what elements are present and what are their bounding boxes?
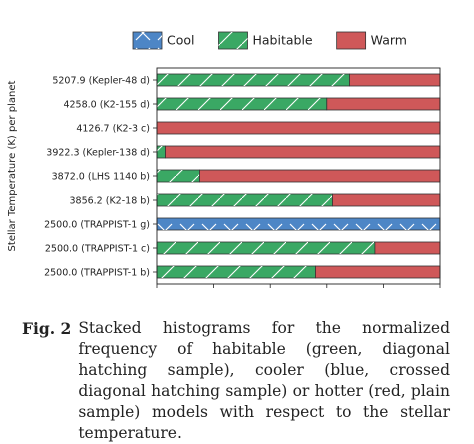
bar-warm-4258-0-k2-155-d <box>326 97 441 111</box>
legend-item-cool: Cool <box>132 31 195 50</box>
plot-frame <box>156 67 441 285</box>
legend-swatch-hatch <box>133 32 162 49</box>
bar-hatch-habitable-3922-3-kepler-138-d <box>157 146 166 158</box>
legend-item-habitable: Habitable <box>218 31 313 50</box>
legend-label: Warm <box>371 33 407 48</box>
y-axis-label: Stellar Temperature (K) per planet <box>7 80 18 251</box>
bar-hatch-habitable-3856-2-k2-18-b <box>157 194 333 206</box>
legend-swatch <box>336 31 367 50</box>
bar-warm-3872-0-lhs-1140-b <box>199 169 441 183</box>
axes: 5207.9 (Kepler-48 d) 4258.0 (K2-155 d) 412… <box>44 67 441 288</box>
y-tick-label: 4258.0 (K2-155 d) <box>63 100 150 111</box>
chart-legend: Cool Habitable Warm <box>132 31 407 50</box>
bar-warm-2500-0-trappist-1-b <box>315 265 441 279</box>
bar-warm-3856-2-k2-18-b <box>332 193 441 207</box>
y-tick-label: 5207.9 (Kepler-48 d) <box>52 76 150 87</box>
caption-label: Fig. 2 <box>22 319 72 338</box>
legend-swatch-hatch <box>218 32 248 49</box>
y-tick-label: 3856.2 (K2-18 b) <box>69 196 150 207</box>
y-tick-label: 3922.3 (Kepler-138 d) <box>46 148 150 159</box>
legend-label: Cool <box>167 33 195 48</box>
figure-caption: Fig. 2 Stacked histograms for the normal… <box>22 318 450 444</box>
y-tick-label: 2500.0 (TRAPPIST-1 c) <box>45 244 150 255</box>
legend-item-warm: Warm <box>336 31 407 50</box>
bar-hatch-habitable-3872-0-lhs-1140-b <box>157 170 200 182</box>
y-tick-label: 2500.0 (TRAPPIST-1 b) <box>44 268 150 279</box>
bar-hatch-habitable-4258-0-k2-155-d <box>157 98 327 110</box>
bar-warm-5207-9-kepler-48-d <box>349 73 441 87</box>
bar-hatch-cool-2500-0-trappist-1-g <box>157 218 440 230</box>
bar-hatch-habitable-5207-9-kepler-48-d <box>157 74 350 86</box>
y-tick-label: 3872.0 (LHS 1140 b) <box>52 172 150 183</box>
caption-text: Stacked histograms for the normalized fr… <box>78 319 450 442</box>
y-tick-label: 2500.0 (TRAPPIST-1 g) <box>44 220 150 231</box>
bar-warm-2500-0-trappist-1-c <box>374 241 441 255</box>
bar-hatch-habitable-2500-0-trappist-1-c <box>157 242 375 254</box>
legend-label: Habitable <box>253 33 313 48</box>
stacked-bar-chart: Cool Habitable Warm 5207.9 (Kepler-48 d) 42… <box>7 31 441 288</box>
plot-area <box>156 73 441 279</box>
y-tick-label: 4126.7 (K2-3 c) <box>76 124 150 135</box>
bar-warm-3922-3-kepler-138-d <box>165 145 441 159</box>
bar-hatch-habitable-2500-0-trappist-1-b <box>157 266 316 278</box>
bar-warm-4126-7-k2-3-c <box>156 121 441 135</box>
